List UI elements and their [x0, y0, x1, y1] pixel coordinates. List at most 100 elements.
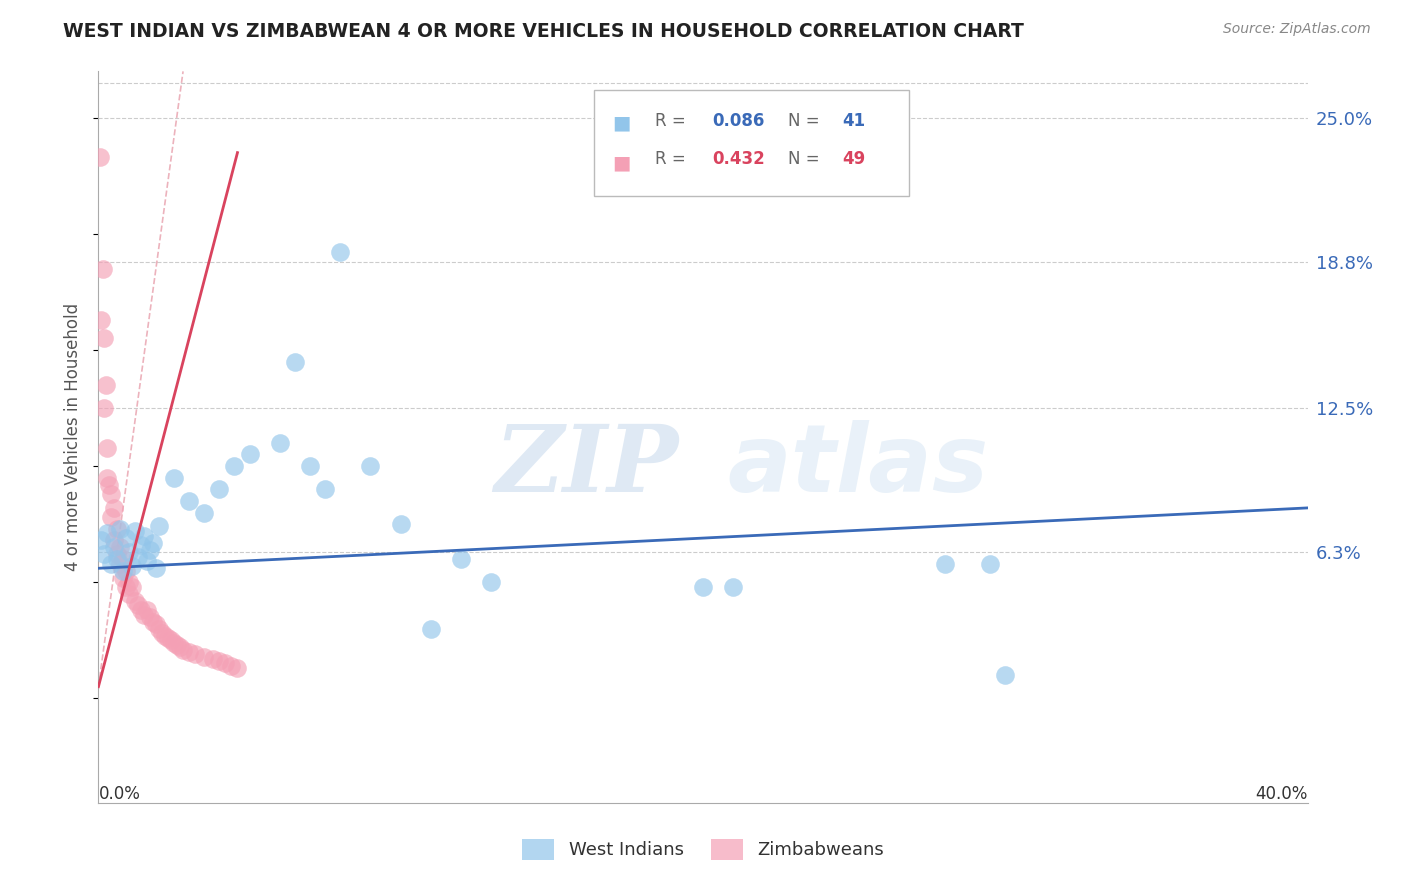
Point — [96, 441, 118, 455]
Point — [169, 640, 191, 655]
Point — [179, 645, 201, 659]
Point — [150, 626, 173, 640]
Point — [132, 607, 155, 622]
Point — [239, 448, 262, 462]
Point — [193, 649, 215, 664]
Point — [163, 471, 186, 485]
Point — [103, 500, 125, 515]
Point — [208, 483, 231, 497]
Point — [100, 557, 122, 571]
Point — [121, 558, 143, 573]
Point — [96, 526, 118, 541]
Point — [221, 658, 243, 673]
Point — [94, 377, 117, 392]
Point — [103, 533, 125, 548]
Point — [139, 542, 162, 557]
Point — [156, 631, 179, 645]
Point — [420, 622, 443, 636]
Text: ■: ■ — [613, 153, 631, 172]
Point — [142, 615, 165, 629]
Point — [124, 524, 146, 538]
Point — [163, 635, 186, 649]
Point — [103, 541, 125, 555]
Point — [98, 477, 121, 491]
Point — [108, 522, 131, 536]
Point — [226, 661, 249, 675]
Text: ■: ■ — [613, 114, 631, 133]
Point — [184, 647, 207, 661]
Point — [299, 459, 322, 474]
Point — [105, 547, 128, 561]
Point — [481, 575, 503, 590]
Text: 0.086: 0.086 — [713, 112, 765, 129]
Point — [129, 603, 152, 617]
Point — [172, 642, 194, 657]
Point — [105, 522, 128, 536]
Point — [135, 603, 157, 617]
Text: 0.432: 0.432 — [713, 151, 765, 169]
Point — [360, 459, 382, 474]
Text: 40.0%: 40.0% — [1256, 785, 1308, 803]
Text: ZIP: ZIP — [495, 421, 679, 511]
Point — [166, 638, 188, 652]
FancyBboxPatch shape — [595, 90, 908, 195]
Point — [111, 552, 134, 566]
Point — [153, 629, 176, 643]
Text: 0.0%: 0.0% — [98, 785, 141, 803]
Point — [118, 587, 141, 601]
Text: 41: 41 — [842, 112, 865, 129]
Point — [160, 633, 183, 648]
Point — [129, 538, 152, 552]
Point — [145, 617, 167, 632]
Point — [105, 552, 128, 566]
Point — [90, 313, 112, 327]
Point — [96, 471, 118, 485]
Point — [148, 519, 170, 533]
Point — [723, 580, 745, 594]
Legend: West Indians, Zimbabweans: West Indians, Zimbabweans — [515, 831, 891, 867]
Point — [934, 557, 956, 571]
Point — [93, 331, 115, 345]
Point — [979, 557, 1001, 571]
Point — [111, 570, 134, 584]
Point — [93, 401, 115, 415]
Point — [114, 580, 136, 594]
Point — [208, 654, 231, 668]
Point — [994, 668, 1017, 682]
Point — [314, 483, 336, 497]
Point — [132, 529, 155, 543]
Point — [214, 657, 236, 671]
Point — [121, 580, 143, 594]
Point — [91, 261, 114, 276]
Text: R =: R = — [655, 151, 690, 169]
Point — [284, 354, 307, 368]
Point — [135, 554, 157, 568]
Point — [114, 531, 136, 545]
Point — [108, 557, 131, 571]
Point — [93, 547, 115, 561]
Point — [145, 561, 167, 575]
Point — [111, 564, 134, 578]
Point — [124, 594, 146, 608]
Point — [118, 545, 141, 559]
Point — [90, 533, 112, 548]
Text: N =: N = — [787, 151, 824, 169]
Text: R =: R = — [655, 112, 690, 129]
Point — [193, 506, 215, 520]
Point — [148, 622, 170, 636]
Text: Source: ZipAtlas.com: Source: ZipAtlas.com — [1223, 22, 1371, 37]
Point — [139, 610, 162, 624]
Point — [114, 564, 136, 578]
Point — [100, 510, 122, 524]
Point — [127, 599, 149, 613]
Point — [118, 575, 141, 590]
Point — [224, 459, 246, 474]
Text: WEST INDIAN VS ZIMBABWEAN 4 OR MORE VEHICLES IN HOUSEHOLD CORRELATION CHART: WEST INDIAN VS ZIMBABWEAN 4 OR MORE VEHI… — [63, 22, 1024, 41]
Point — [269, 436, 291, 450]
Point — [127, 549, 149, 564]
Text: 49: 49 — [842, 151, 865, 169]
Point — [142, 535, 165, 549]
Point — [329, 245, 352, 260]
Text: N =: N = — [787, 112, 824, 129]
Point — [100, 487, 122, 501]
